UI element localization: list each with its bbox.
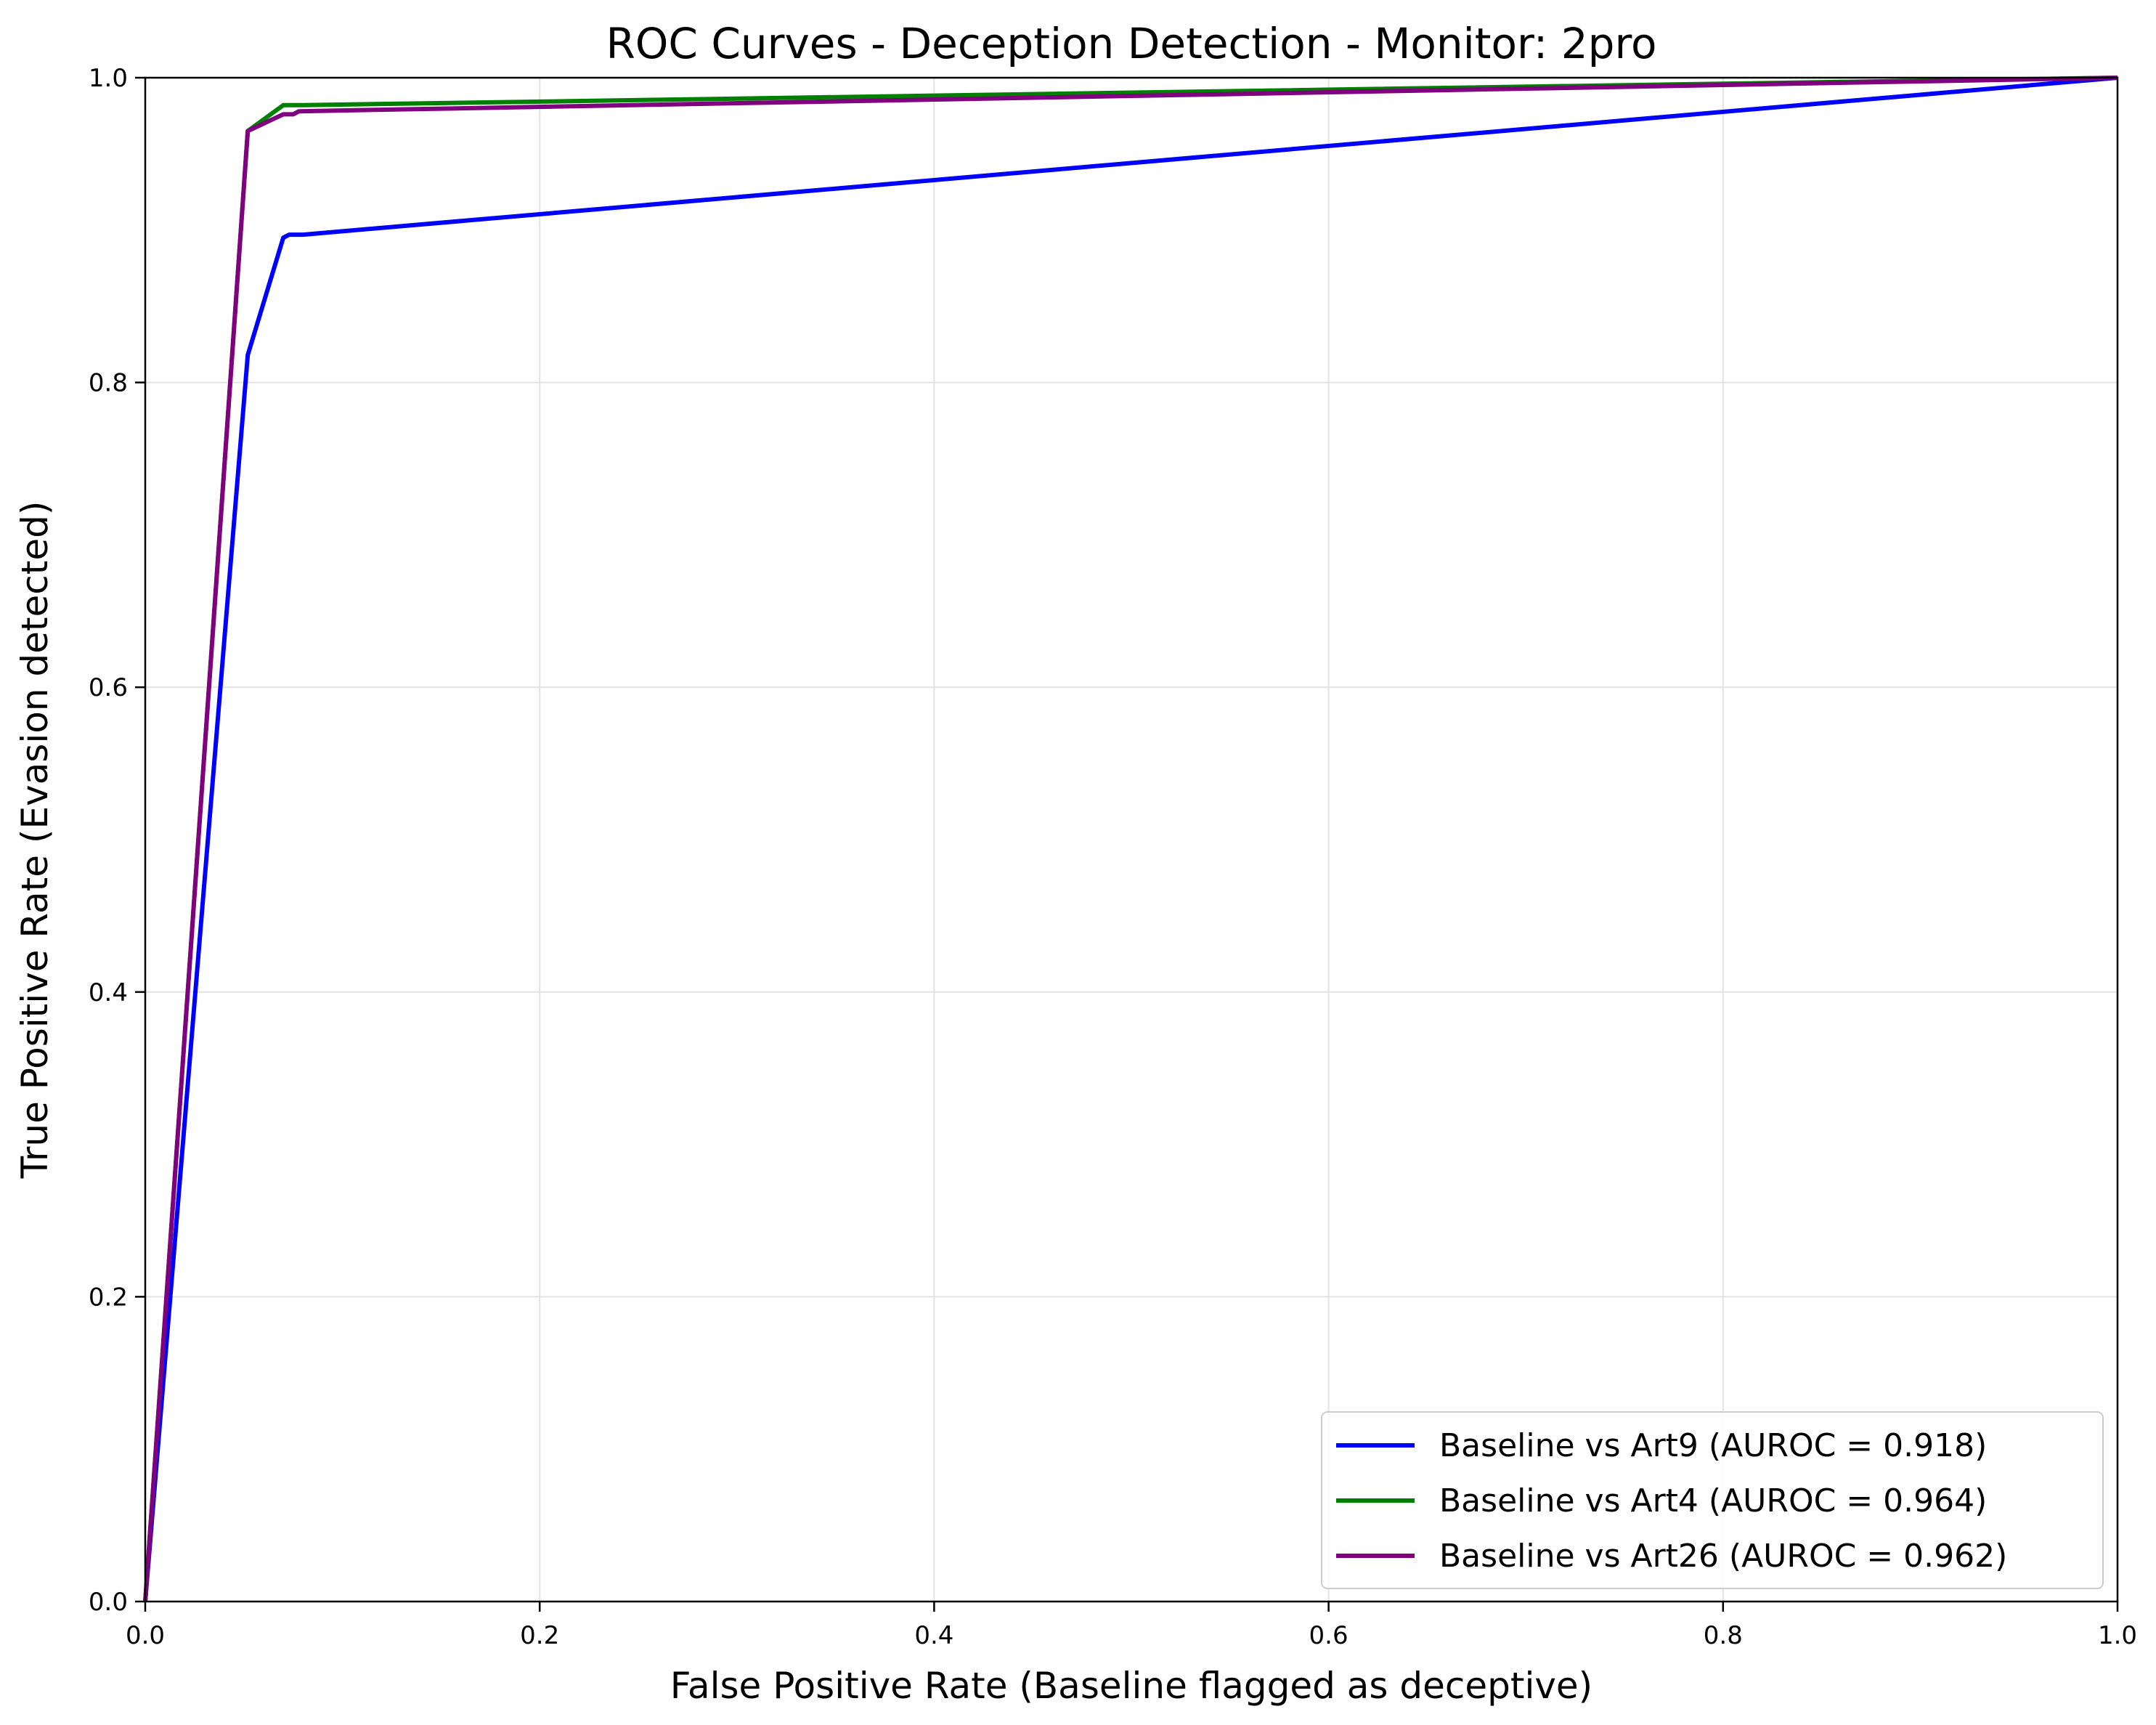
legend-label-3: Baseline vs Art26 (AUROC = 0.962)	[1439, 1538, 2007, 1575]
x-tick-label: 0.0	[126, 1621, 165, 1650]
y-axis-label: True Positive Rate (Evasion detected)	[14, 501, 56, 1180]
series-lines	[143, 76, 2118, 1602]
legend-label-1: Baseline vs Art9 (AUROC = 0.918)	[1439, 1427, 1987, 1464]
x-tick-label: 0.6	[1309, 1621, 1348, 1650]
plot-frame	[144, 76, 2119, 1603]
series-line-3	[143, 76, 2118, 1602]
y-tick-label: 0.6	[89, 673, 128, 702]
y-tick-label: 1.0	[89, 64, 128, 93]
y-tick-label: 0.0	[89, 1588, 128, 1617]
legend-box	[1321, 1411, 2104, 1589]
x-axis-label: False Positive Rate (Baseline flagged as…	[670, 1665, 1592, 1707]
x-tick-label: 0.4	[914, 1621, 953, 1650]
grid-lines	[145, 77, 2118, 1602]
x-tick-label: 0.2	[520, 1621, 559, 1650]
y-tick-label: 0.8	[89, 369, 128, 398]
legend: Baseline vs Art9 (AUROC = 0.918) Baseline…	[1321, 1411, 2104, 1589]
chart-title: ROC Curves - Deception Detection - Monit…	[606, 19, 1656, 68]
x-tick-label: 1.0	[2098, 1621, 2137, 1650]
y-tick-label: 0.2	[89, 1283, 128, 1312]
legend-label-2: Baseline vs Art4 (AUROC = 0.964)	[1439, 1482, 1987, 1519]
y-tick-label: 0.4	[89, 978, 128, 1007]
x-tick-label: 0.8	[1704, 1621, 1743, 1650]
axis-ticks: 0.0 0.2 0.4 0.6 0.8 1.0 0.0 0.2 0.4 0.6 0.8 1.0	[89, 64, 2137, 1650]
series-line-1	[143, 76, 2118, 1602]
